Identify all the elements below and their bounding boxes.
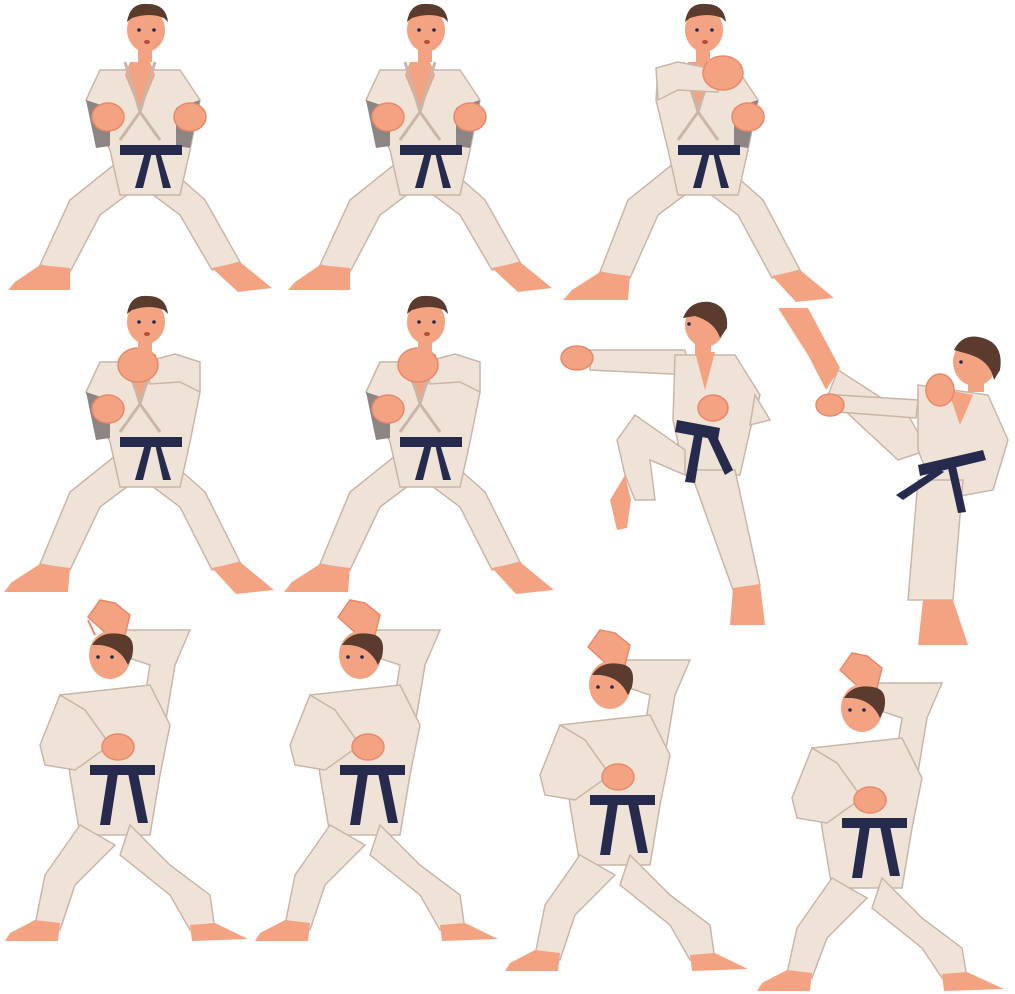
karate-fighter-block-stance <box>500 625 755 975</box>
karate-fighter-block-stance <box>0 595 255 945</box>
karate-fighter-ready-stance <box>0 0 280 295</box>
karate-fighter-punch <box>558 0 838 305</box>
karate-fighter-block-stance <box>752 648 1015 994</box>
karate-fighter-knee-raise-punch <box>555 300 780 635</box>
karate-fighter-punch <box>0 292 280 597</box>
karate-fighter-ready-stance <box>280 0 560 295</box>
karate-fighter-punch <box>280 292 560 597</box>
karate-fighter-block-stance <box>250 595 505 945</box>
karate-fighter-high-kick <box>768 300 1015 652</box>
